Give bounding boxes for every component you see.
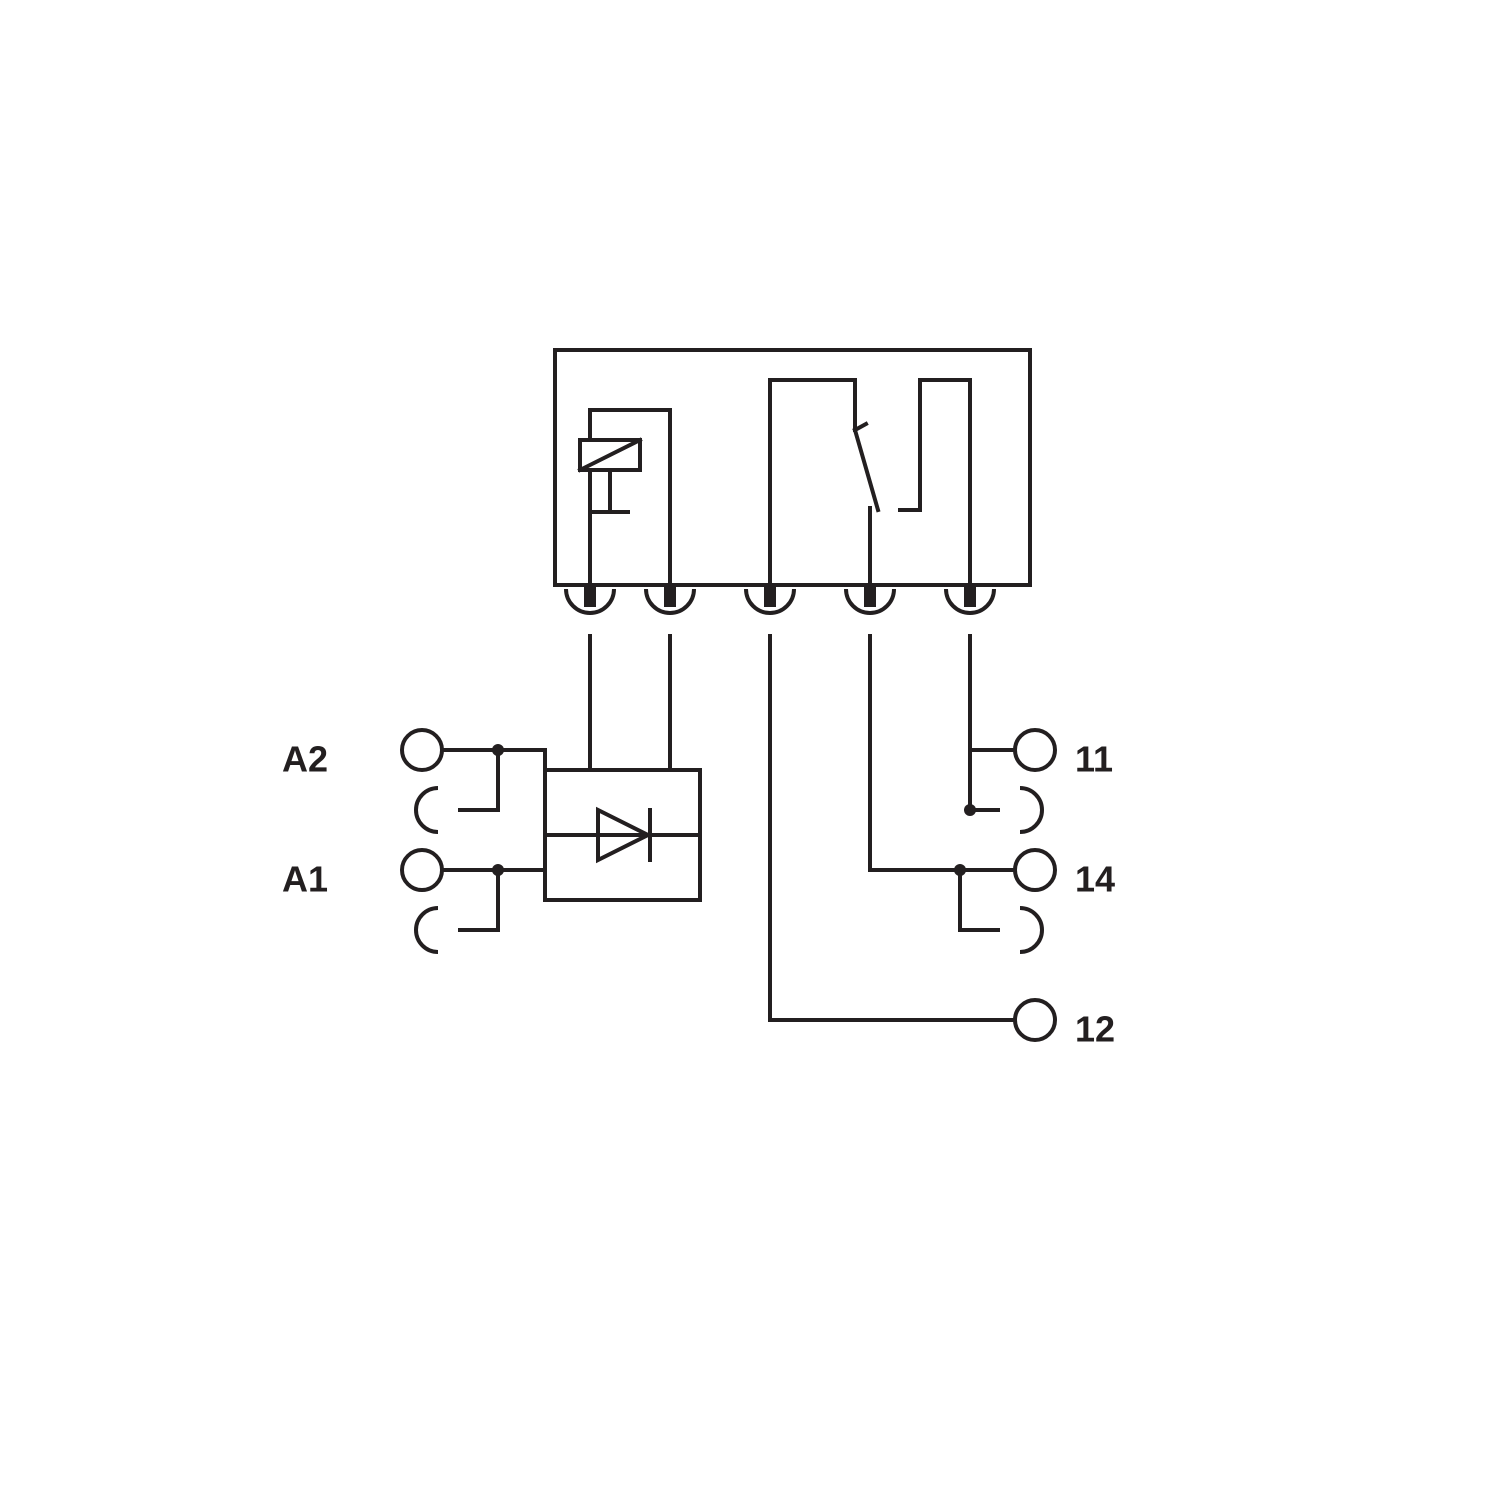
svg-text:12: 12 [1075, 1009, 1115, 1050]
svg-text:14: 14 [1075, 859, 1115, 900]
svg-text:A1: A1 [282, 859, 328, 900]
svg-text:A2: A2 [282, 739, 328, 780]
relay-schematic: A2 A1 11 14 12 [0, 0, 1500, 1500]
svg-text:11: 11 [1075, 739, 1113, 780]
